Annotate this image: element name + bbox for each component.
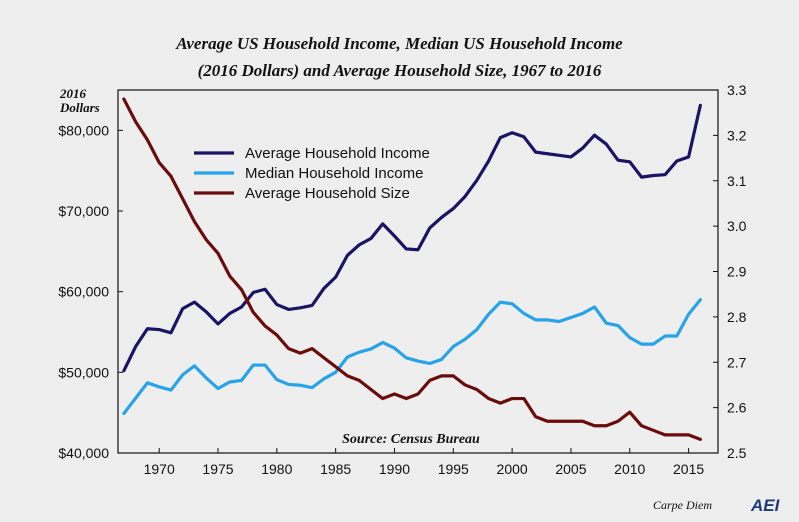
legend: Average Household Income Median Household… [194,145,430,202]
left-axis-unit-label: 2016 Dollars [59,86,100,115]
x-tick-label: 2005 [555,461,586,477]
average-household-size-line [122,97,702,441]
x-tick-label: 1985 [320,461,351,477]
y-left-tick-label: $70,000 [58,203,109,219]
legend-average-household-size: Average Household Size [194,185,410,202]
left-axis-unit-line-2: Dollars [59,100,100,115]
y-left-tick-label: $50,000 [58,364,109,380]
chart-title-line-2: (2016 Dollars) and Average Household Siz… [197,61,602,80]
average-household-income-line [122,103,702,373]
y-axis-left: $40,000 $50,000 $60,000 $70,000 $80,000 [58,122,123,461]
x-tick-label: 2015 [673,461,704,477]
legend-label: Median Household Income [245,165,423,182]
y-right-tick-label: 3.2 [727,127,747,143]
y-left-tick-label: $40,000 [58,445,109,461]
footer-brand-text: Carpe Diem [653,498,712,512]
y-left-tick-label: $60,000 [58,284,109,300]
y-right-tick-label: 2.7 [727,354,747,370]
x-tick-label: 1990 [379,461,410,477]
y-right-tick-label: 2.6 [727,400,747,416]
legend-median-household-income: Median Household Income [194,165,423,182]
chart-title-line-1: Average US Household Income, Median US H… [176,34,623,53]
chart-title: Average US Household Income, Median US H… [0,30,799,84]
y-right-tick-label: 3.1 [727,173,747,189]
y-axis-right: 2.5 2.6 2.7 2.8 2.9 3.0 3.1 3.2 3.3 [713,82,747,461]
y-right-tick-label: 3.3 [727,82,747,98]
y-right-tick-label: 2.8 [727,309,747,325]
series-layer [122,97,702,441]
y-right-tick-label: 2.9 [727,264,747,280]
legend-average-household-income: Average Household Income [194,145,430,162]
aei-logo: AEI [750,496,781,515]
x-tick-label: 1995 [438,461,469,477]
x-tick-label: 1970 [144,461,175,477]
source-note: Source: Census Bureau [342,432,480,447]
x-tick-label: 1980 [261,461,292,477]
x-axis: 1970 1975 1980 1985 1990 1995 2000 2005 2010 2015 [144,448,704,477]
x-tick-label: 1975 [202,461,233,477]
legend-label: Average Household Size [245,185,410,202]
median-household-income-line [122,298,702,416]
x-tick-label: 2010 [614,461,645,477]
y-right-tick-label: 2.5 [727,445,747,461]
legend-label: Average Household Income [245,145,430,162]
footer-branding: Carpe Diem AEI [653,496,781,515]
y-right-tick-label: 3.0 [727,218,747,234]
left-axis-unit-line-1: 2016 [59,86,87,101]
y-left-tick-label: $80,000 [58,122,109,138]
x-tick-label: 2000 [497,461,528,477]
